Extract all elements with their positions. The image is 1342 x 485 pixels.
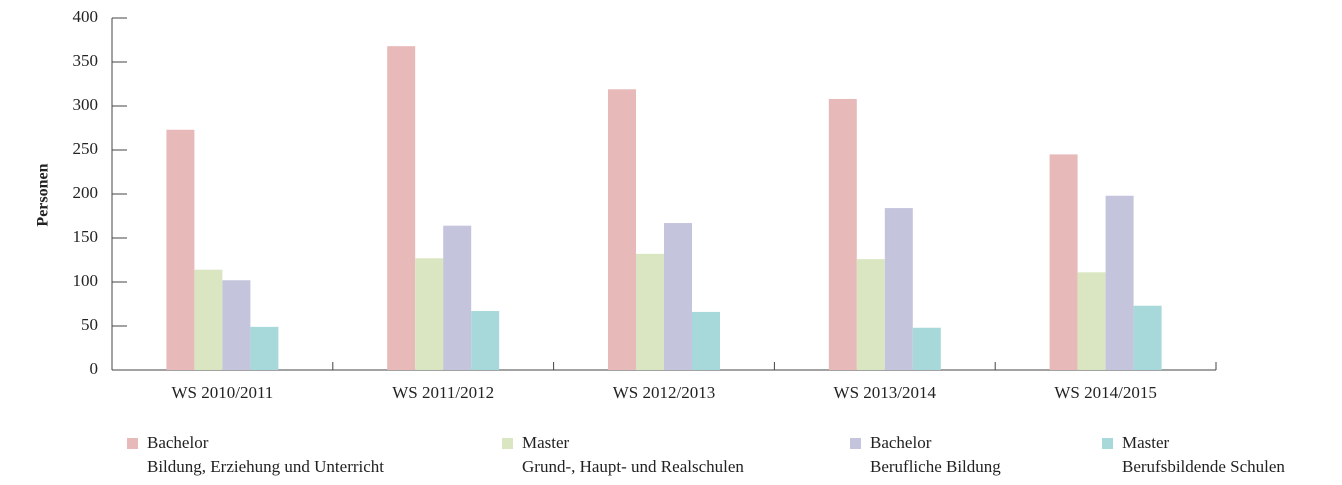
y-tick-label: 100	[73, 271, 99, 290]
legend-swatch	[502, 438, 513, 449]
y-tick-label: 200	[73, 183, 99, 202]
y-tick-label: 50	[81, 315, 98, 334]
bar	[912, 327, 941, 370]
y-axis-label: Personen	[35, 163, 52, 226]
bar	[415, 258, 444, 370]
x-tick-label: WS 2013/2014	[834, 383, 937, 402]
y-tick-label: 250	[73, 139, 99, 158]
bar	[1077, 272, 1106, 370]
bar	[856, 259, 885, 370]
bar	[828, 98, 857, 371]
legend-label: Master Berufsbildende Schulen	[1122, 433, 1285, 476]
bar	[222, 280, 251, 370]
y-tick-label: 0	[90, 359, 99, 378]
bar	[884, 208, 913, 370]
bar	[194, 269, 223, 370]
legend-swatch	[850, 438, 861, 449]
bar	[608, 89, 636, 370]
bar	[1049, 154, 1078, 370]
y-tick-label: 300	[73, 95, 99, 114]
bar	[443, 225, 472, 370]
bar	[387, 46, 416, 370]
x-tick-label: WS 2010/2011	[171, 383, 273, 402]
bar	[166, 129, 195, 370]
x-tick-label: WS 2011/2012	[392, 383, 494, 402]
bar	[250, 326, 279, 370]
legend-swatch	[127, 438, 138, 449]
legend-label: Master Grund-, Haupt- und Realschulen	[522, 433, 744, 476]
bar	[1133, 305, 1162, 370]
x-tick-label: WS 2014/2015	[1054, 383, 1156, 402]
y-tick-label: 350	[73, 51, 99, 70]
legend-label: Bachelor Bildung, Erziehung und Unterric…	[147, 433, 385, 476]
x-tick-label: WS 2012/2013	[613, 383, 715, 402]
bar	[636, 253, 664, 370]
legend-swatch	[1102, 438, 1113, 449]
legend-label: Bachelor Berufliche Bildung	[870, 433, 1001, 476]
bar	[664, 223, 692, 370]
y-tick-label: 150	[73, 227, 99, 246]
bar	[1105, 195, 1134, 370]
bar	[471, 311, 500, 370]
bar	[692, 311, 720, 370]
y-tick-label: 400	[73, 7, 99, 26]
